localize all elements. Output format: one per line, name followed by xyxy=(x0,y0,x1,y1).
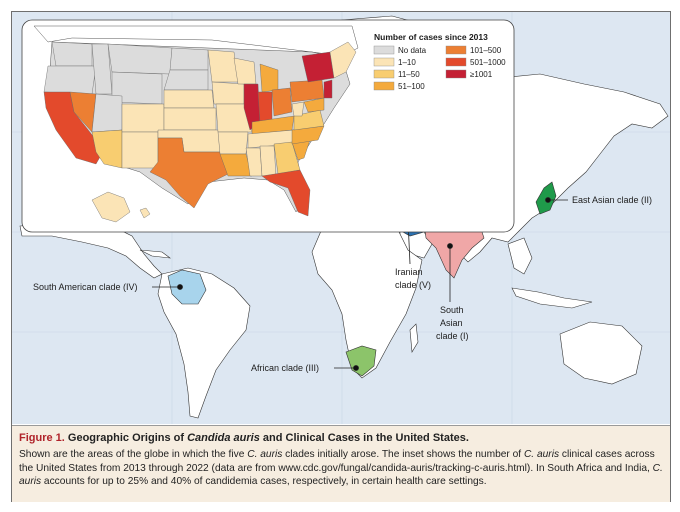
caption-s2-italic: C. auris xyxy=(523,449,560,460)
state-utah xyxy=(91,93,123,133)
state-new-jersey xyxy=(323,79,333,99)
figure-number: Figure 1. xyxy=(19,432,65,444)
legend-swatch-101-500 xyxy=(445,45,467,55)
state-arizona xyxy=(91,129,123,169)
state-oregon xyxy=(43,65,97,95)
legend-swatch-no-data xyxy=(373,45,395,55)
southeast-asia-shape xyxy=(507,237,533,275)
state-new-mexico xyxy=(121,131,159,169)
state-montana xyxy=(107,43,173,75)
us-inset: Number of cases since 2013 No data 1–10 … xyxy=(21,19,515,233)
east-asian-clade-label: East Asian clade (II) xyxy=(572,195,652,205)
map-svg: South American clade (IV) African clade … xyxy=(12,12,670,424)
legend-label-101-500: 101–500 xyxy=(470,46,502,55)
indonesia-shape xyxy=(511,287,593,309)
legend-swatch-11-50 xyxy=(373,69,395,79)
legend-swatch-1-10 xyxy=(373,57,395,67)
iranian-clade-label-line1: Iranian xyxy=(395,267,423,277)
african-clade-label: African clade (III) xyxy=(251,363,319,373)
state-alabama xyxy=(259,145,277,177)
east-asian-dot xyxy=(545,197,551,203)
iranian-clade-label-line2: clade (V) xyxy=(395,280,431,290)
african-dot xyxy=(353,365,359,371)
south-asian-dot xyxy=(447,243,453,249)
south-american-clade-region xyxy=(167,269,207,305)
caption-title-pre: Geographic Origins of xyxy=(67,432,188,444)
south-asian-clade-label-line3: clade (I) xyxy=(436,331,469,341)
australia-shape xyxy=(559,321,643,385)
state-texas xyxy=(149,137,229,209)
legend-label-1-10: 1–10 xyxy=(398,58,416,67)
state-colorado xyxy=(121,103,165,133)
state-indiana xyxy=(257,91,273,123)
state-maryland xyxy=(303,97,325,113)
alaska-shape xyxy=(91,191,131,223)
caribbean-shape xyxy=(139,249,172,259)
legend-label-51-100: 51–100 xyxy=(398,82,425,91)
legend-label-11-50: 11–50 xyxy=(398,70,420,79)
caption-title: Figure 1. Geographic Origins of Candida … xyxy=(19,432,469,444)
south-american-clade-label: South American clade (IV) xyxy=(33,282,138,292)
state-ohio xyxy=(271,87,293,117)
caption-s1-post: clades initially arose. The inset shows … xyxy=(282,449,524,460)
south-america-shape xyxy=(157,267,251,419)
figure-caption: Figure 1. Geographic Origins of Candida … xyxy=(12,425,670,502)
state-nebraska xyxy=(163,89,215,109)
caption-s3-italic: C. auris xyxy=(19,462,663,488)
caption-title-italic: Candida auris xyxy=(187,432,260,444)
caption-s3-post: accounts for up to 25% and 40% of candid… xyxy=(41,476,487,488)
state-south-dakota xyxy=(163,69,209,91)
legend: Number of cases since 2013 No data 1–10 … xyxy=(373,32,506,91)
caption-s1-pre: Shown are the areas of the globe in whic… xyxy=(19,449,248,460)
world-map: South American clade (IV) African clade … xyxy=(12,12,670,424)
state-iowa xyxy=(211,81,245,105)
state-minnesota xyxy=(207,49,239,83)
caption-body: Shown are the areas of the globe in whic… xyxy=(19,448,665,489)
state-new-england xyxy=(329,41,357,79)
hawaii-shape xyxy=(139,207,151,219)
legend-swatch-501-1000 xyxy=(445,57,467,67)
state-new-york xyxy=(301,51,335,83)
legend-title: Number of cases since 2013 xyxy=(374,32,488,42)
state-wisconsin xyxy=(233,57,257,85)
south-asian-clade-label-line2: Asian xyxy=(440,318,463,328)
caption-s2-post: clinical cases across the United States … xyxy=(19,449,655,474)
state-florida xyxy=(261,169,311,217)
state-washington xyxy=(51,41,93,67)
state-pennsylvania xyxy=(289,79,325,103)
legend-swatch-1001-plus xyxy=(445,69,467,79)
figure-frame: South American clade (IV) African clade … xyxy=(11,11,671,502)
south-asian-clade-label-line1: South xyxy=(440,305,464,315)
caption-title-post: and Clinical Cases in the United States. xyxy=(259,432,469,444)
legend-label-1001-plus: ≥1001 xyxy=(470,70,493,79)
madagascar-shape xyxy=(409,323,419,353)
state-kansas xyxy=(163,107,217,131)
legend-label-501-1000: 501–1000 xyxy=(470,58,506,67)
caption-s1-italic: C. auris xyxy=(247,449,283,460)
state-north-dakota xyxy=(169,47,209,71)
legend-label-no-data: No data xyxy=(398,46,427,55)
legend-swatch-51-100 xyxy=(373,81,395,91)
south-american-dot xyxy=(177,284,183,290)
state-arkansas xyxy=(217,131,249,155)
state-west-virginia xyxy=(291,101,305,117)
